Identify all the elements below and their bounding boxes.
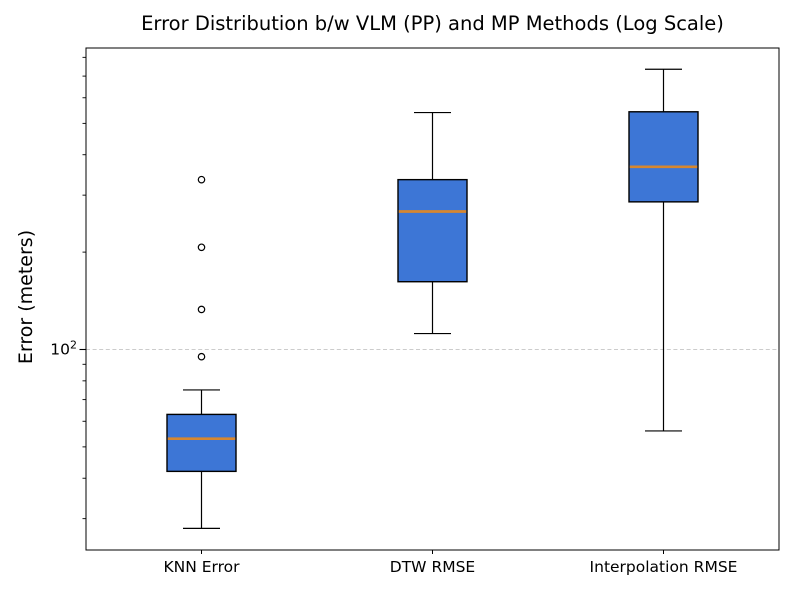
y-axis-tick-label: 102 (34, 339, 77, 359)
x-tick-label-knn-error: KNN Error (163, 558, 240, 576)
y-tick-exponent: 2 (70, 339, 77, 353)
box-interpolation-rmse (628, 111, 699, 203)
box-knn-error (166, 413, 237, 473)
chart-title: Error Distribution b/w VLM (PP) and MP M… (141, 12, 724, 35)
outlier-point (197, 243, 206, 252)
outlier-point (197, 175, 206, 184)
y-tick-base: 10 (50, 341, 70, 360)
outlier-point (197, 305, 206, 314)
box-dtw-rmse (397, 178, 468, 283)
outlier-point (197, 352, 206, 361)
x-tick-label-dtw-rmse: DTW RMSE (389, 558, 476, 576)
x-tick-label-interpolation-rmse: Interpolation RMSE (589, 558, 738, 576)
